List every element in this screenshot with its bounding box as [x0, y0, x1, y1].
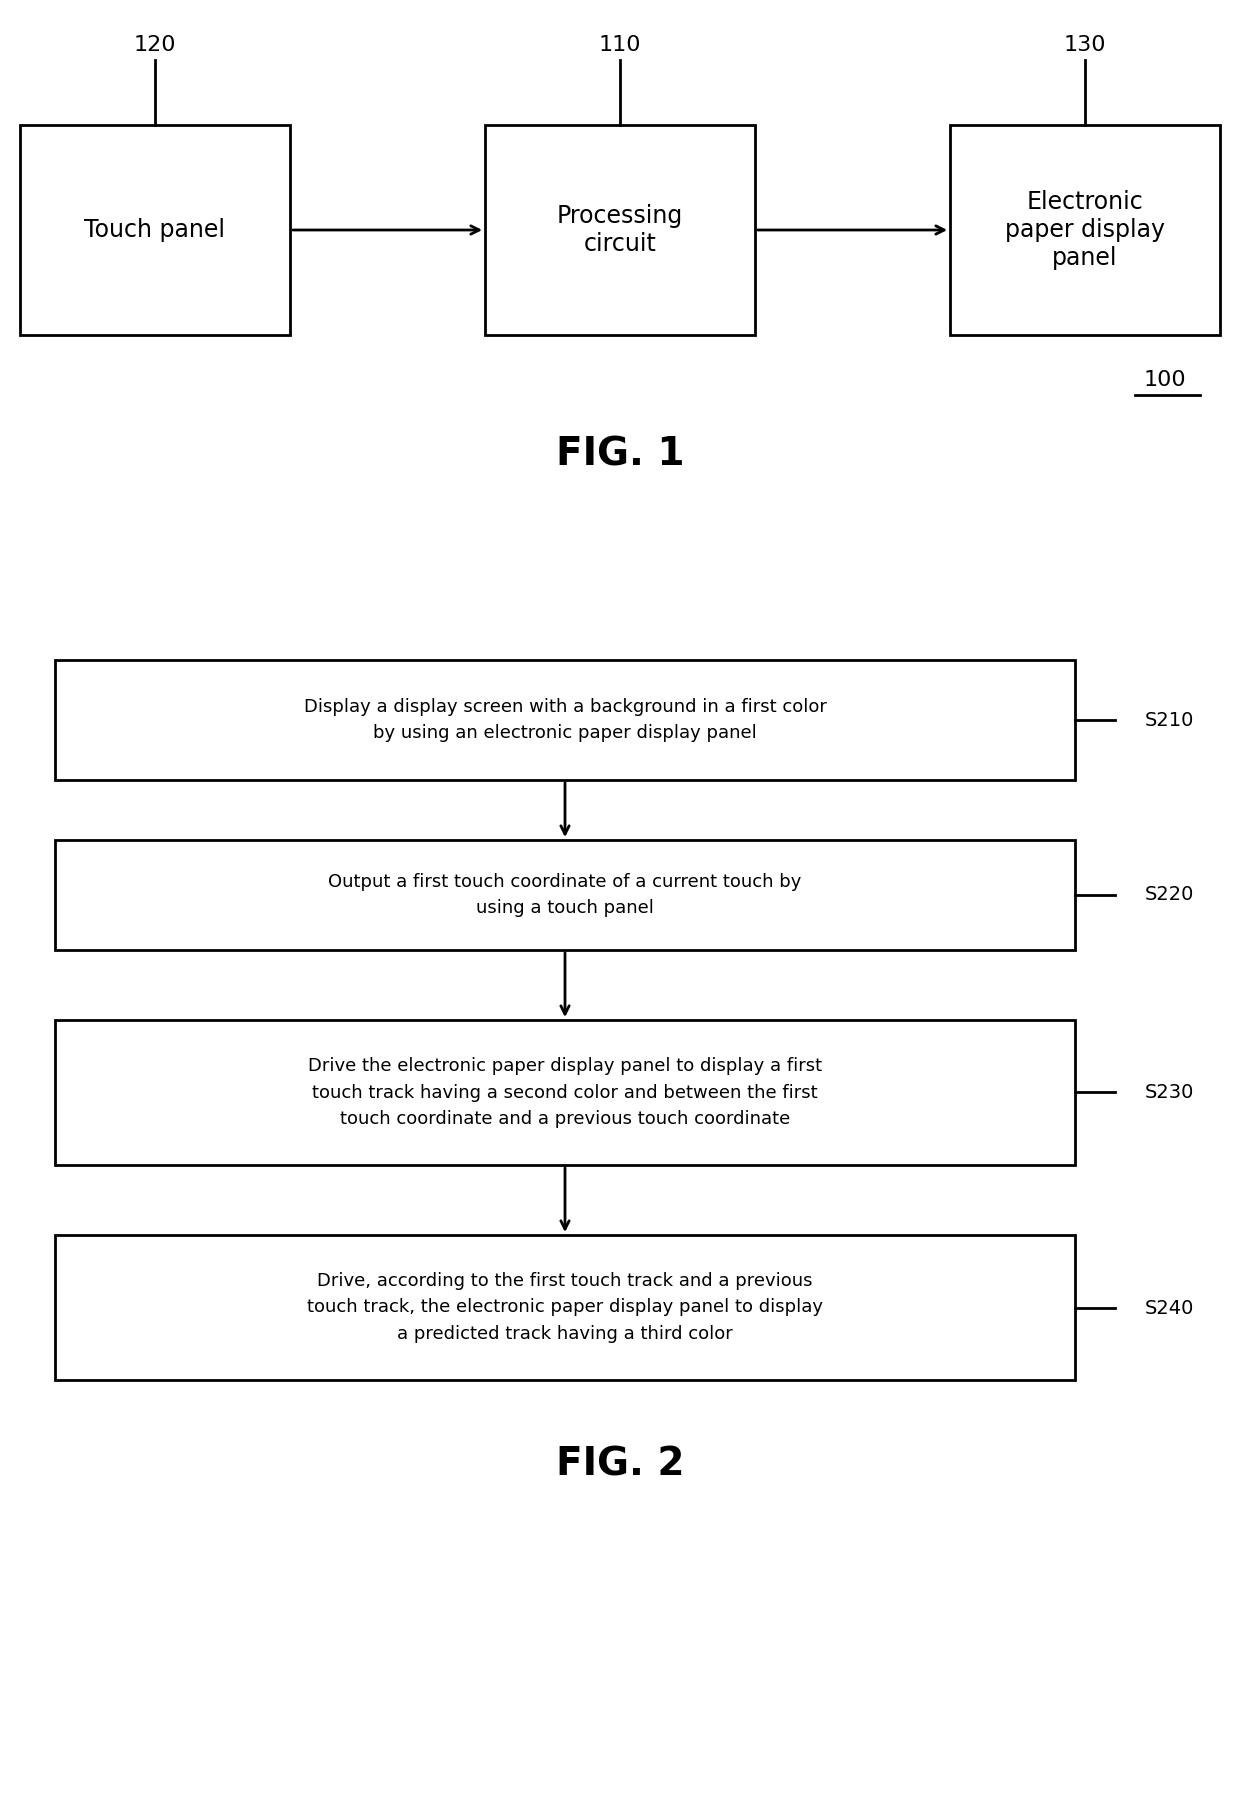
Text: FIG. 1: FIG. 1 [556, 437, 684, 475]
Text: Processing
circuit: Processing circuit [557, 204, 683, 256]
Text: Output a first touch coordinate of a current touch by
using a touch panel: Output a first touch coordinate of a cur… [329, 873, 802, 917]
Text: Display a display screen with a background in a first color
by using an electron: Display a display screen with a backgrou… [304, 698, 826, 742]
Bar [485, 126, 755, 335]
Bar [55, 1235, 1075, 1381]
Text: 120: 120 [134, 35, 176, 55]
Text: S240: S240 [1145, 1299, 1194, 1317]
Text: S230: S230 [1145, 1082, 1194, 1102]
Text: Drive the electronic paper display panel to display a first
touch track having a: Drive the electronic paper display panel… [308, 1057, 822, 1128]
Bar [55, 840, 1075, 950]
Bar [950, 126, 1220, 335]
Text: 110: 110 [599, 35, 641, 55]
Bar [20, 126, 290, 335]
Text: Drive, according to the first touch track and a previous
touch track, the electr: Drive, according to the first touch trac… [308, 1271, 823, 1342]
Text: S210: S210 [1145, 711, 1194, 729]
Text: 130: 130 [1064, 35, 1106, 55]
Text: S220: S220 [1145, 886, 1194, 904]
Text: 100: 100 [1143, 369, 1187, 389]
Text: Touch panel: Touch panel [84, 218, 226, 242]
Text: Electronic
paper display
panel: Electronic paper display panel [1004, 191, 1166, 269]
Bar [55, 1020, 1075, 1164]
Text: FIG. 2: FIG. 2 [556, 1446, 684, 1484]
Bar [55, 660, 1075, 780]
